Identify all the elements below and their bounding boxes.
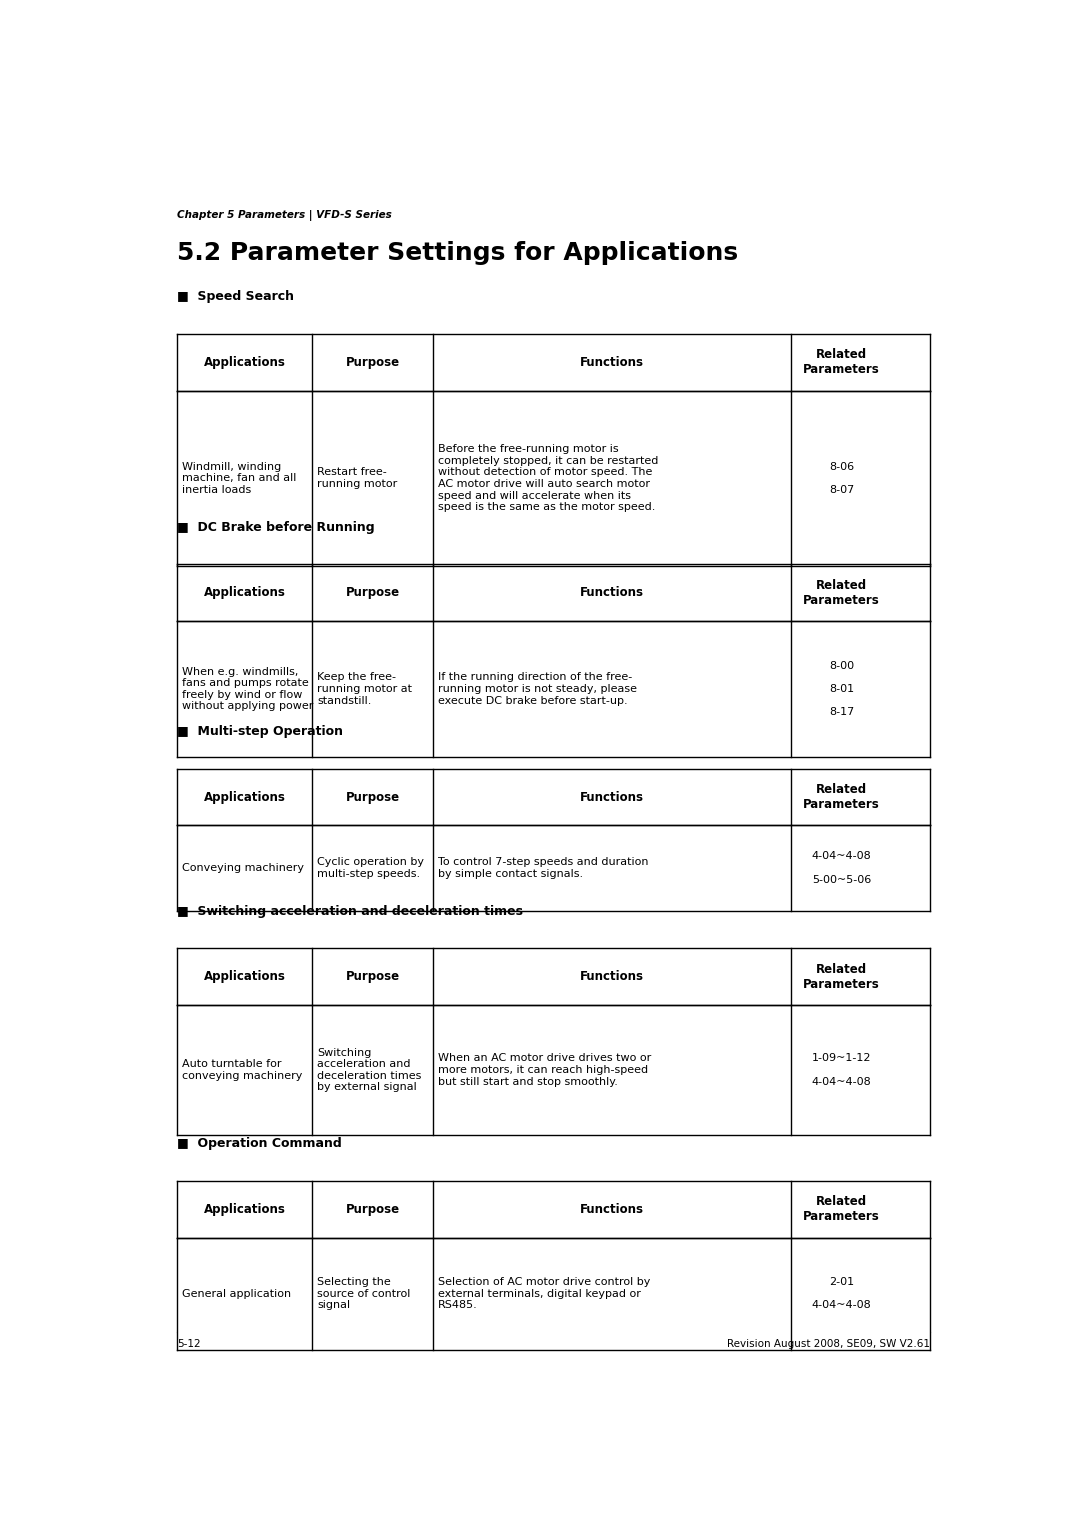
Text: Related
Parameters: Related Parameters	[804, 1195, 880, 1223]
Text: Applications: Applications	[204, 790, 285, 804]
Text: 2-01

4-04~4-08: 2-01 4-04~4-08	[812, 1278, 872, 1310]
Text: Applications: Applications	[204, 969, 285, 983]
Text: Restart free-
running motor: Restart free- running motor	[318, 468, 397, 489]
Text: Chapter 5 Parameters | VFD-S Series: Chapter 5 Parameters | VFD-S Series	[177, 210, 392, 221]
Text: Cyclic operation by
multi-step speeds.: Cyclic operation by multi-step speeds.	[318, 858, 424, 879]
Text: Functions: Functions	[580, 1203, 644, 1216]
Bar	[177, 1238, 930, 1350]
Text: 5-12: 5-12	[177, 1339, 201, 1350]
Text: To control 7-step speeds and duration
by simple contact signals.: To control 7-step speeds and duration by…	[438, 858, 648, 879]
Bar	[177, 1181, 930, 1238]
Text: ■  Switching acceleration and deceleration times: ■ Switching acceleration and deceleratio…	[177, 905, 523, 917]
Text: Purpose: Purpose	[346, 356, 400, 370]
Text: Keep the free-
running motor at
standstill.: Keep the free- running motor at standsti…	[318, 672, 413, 706]
Text: ■  DC Brake before Running: ■ DC Brake before Running	[177, 520, 375, 534]
Bar	[177, 825, 930, 911]
Text: Purpose: Purpose	[346, 969, 400, 983]
Text: Applications: Applications	[204, 586, 285, 600]
Text: 8-06

8-07: 8-06 8-07	[829, 462, 854, 495]
Text: Applications: Applications	[204, 1203, 285, 1216]
Text: When e.g. windmills,
fans and pumps rotate
freely by wind or flow
without applyi: When e.g. windmills, fans and pumps rota…	[181, 667, 313, 712]
Text: Functions: Functions	[580, 586, 644, 600]
Text: 5.2 Parameter Settings for Applications: 5.2 Parameter Settings for Applications	[177, 241, 738, 265]
Text: ■  Operation Command: ■ Operation Command	[177, 1137, 341, 1150]
Text: Auto turntable for
conveying machinery: Auto turntable for conveying machinery	[181, 1058, 302, 1081]
Text: Before the free-running motor is
completely stopped, it can be restarted
without: Before the free-running motor is complet…	[438, 445, 659, 512]
Text: ■  Multi-step Operation: ■ Multi-step Operation	[177, 726, 342, 738]
Text: Functions: Functions	[580, 356, 644, 370]
Text: Windmill, winding
machine, fan and all
inertia loads: Windmill, winding machine, fan and all i…	[181, 462, 296, 495]
Bar	[177, 391, 930, 566]
Text: General application: General application	[181, 1289, 291, 1299]
Bar	[177, 334, 930, 391]
Text: When an AC motor drive drives two or
more motors, it can reach high-speed
but st: When an AC motor drive drives two or mor…	[438, 1054, 651, 1086]
Text: ■  Speed Search: ■ Speed Search	[177, 290, 294, 304]
Text: Related
Parameters: Related Parameters	[804, 963, 880, 991]
Text: Revision August 2008, SE09, SW V2.61: Revision August 2008, SE09, SW V2.61	[727, 1339, 930, 1350]
Text: Related
Parameters: Related Parameters	[804, 784, 880, 811]
Text: Functions: Functions	[580, 969, 644, 983]
Bar	[177, 948, 930, 1005]
Text: 8-00

8-01

8-17: 8-00 8-01 8-17	[829, 661, 854, 718]
Text: Applications: Applications	[204, 356, 285, 370]
Text: Switching
acceleration and
deceleration times
by external signal: Switching acceleration and deceleration …	[318, 1048, 422, 1092]
Text: Purpose: Purpose	[346, 1203, 400, 1216]
Text: Selecting the
source of control
signal: Selecting the source of control signal	[318, 1278, 410, 1310]
Text: Related
Parameters: Related Parameters	[804, 348, 880, 376]
Text: Conveying machinery: Conveying machinery	[181, 864, 303, 873]
Text: If the running direction of the free-
running motor is not steady, please
execut: If the running direction of the free- ru…	[438, 672, 637, 706]
Text: Purpose: Purpose	[346, 586, 400, 600]
Bar	[177, 565, 930, 621]
Text: 4-04~4-08

5-00~5-06: 4-04~4-08 5-00~5-06	[812, 851, 872, 885]
Bar	[177, 1005, 930, 1135]
Text: Related
Parameters: Related Parameters	[804, 578, 880, 607]
Text: Selection of AC motor drive control by
external terminals, digital keypad or
RS4: Selection of AC motor drive control by e…	[438, 1278, 650, 1310]
Bar	[177, 769, 930, 825]
Text: Functions: Functions	[580, 790, 644, 804]
Text: 1-09~1-12

4-04~4-08: 1-09~1-12 4-04~4-08	[812, 1054, 872, 1086]
Text: Purpose: Purpose	[346, 790, 400, 804]
Bar	[177, 621, 930, 756]
